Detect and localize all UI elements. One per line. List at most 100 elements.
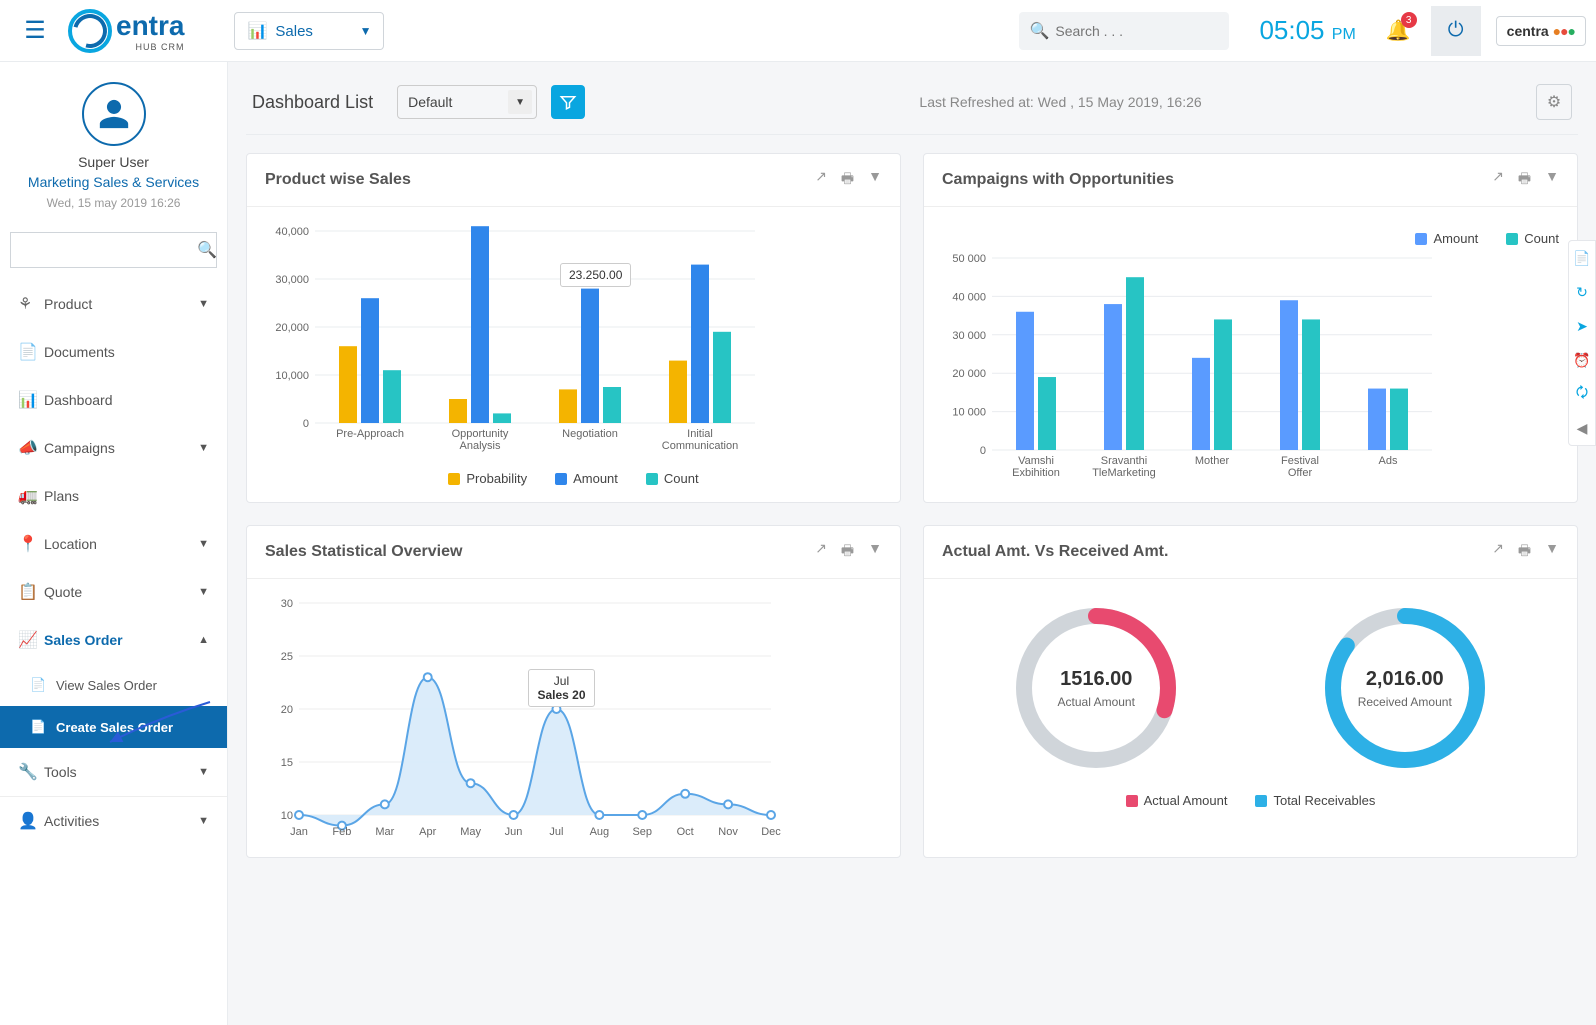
print-icon[interactable]: 🖶 (1518, 168, 1531, 192)
nav-icon: 🚛 (18, 486, 44, 506)
rail-document-icon[interactable]: 📄 (1569, 241, 1595, 275)
rail-collapse-icon[interactable]: ◀ (1569, 411, 1595, 445)
dropdown-icon[interactable]: ▼ (868, 168, 882, 192)
print-icon[interactable]: 🖶 (841, 540, 854, 564)
chart-sales-overview: 1015202530JanFebMarAprMayJunJulAugSepOct… (265, 593, 882, 843)
legend-label: Count (1524, 231, 1559, 246)
nav-item-campaigns[interactable]: 📣Campaigns▼ (0, 424, 227, 472)
hamburger-menu[interactable]: ☰ (10, 16, 60, 45)
card-title: Actual Amt. Vs Received Amt. (942, 543, 1492, 561)
svg-text:Jun: Jun (505, 826, 523, 838)
nav-item-quote[interactable]: 📋Quote▼ (0, 568, 227, 616)
card-product-wise-sales: Product wise Sales ↗ 🖶 ▼ 010,00020,00030… (246, 153, 901, 503)
svg-text:Analysis: Analysis (460, 440, 501, 452)
chevron-down-icon: ▼ (198, 538, 209, 550)
legend-item: Actual Amount (1126, 793, 1228, 808)
legend-swatch (1415, 233, 1427, 245)
sidebar-search-input[interactable] (21, 243, 197, 258)
search-icon: 🔍 (1029, 21, 1049, 41)
donut-caption: Actual Amount (1058, 695, 1135, 709)
chevron-down-icon: ▼ (198, 815, 209, 827)
svg-text:25: 25 (281, 651, 293, 663)
rail-refresh-icon[interactable]: 🗘 (1569, 377, 1595, 411)
filter-button[interactable] (551, 85, 585, 119)
nav-item-sales-order[interactable]: 📈Sales Order▲ (0, 616, 227, 664)
dropdown-icon[interactable]: ▼ (1545, 540, 1559, 564)
dashboard-select[interactable]: Default ▼ (397, 85, 537, 119)
clock-ampm: PM (1332, 26, 1356, 43)
card-actual-vs-received: Actual Amt. Vs Received Amt. ↗ 🖶 ▼ 1516.… (923, 525, 1578, 858)
sidebar-search[interactable]: 🔍 (10, 232, 217, 268)
svg-text:20 000: 20 000 (952, 368, 986, 380)
dropdown-icon[interactable]: ▼ (1545, 168, 1559, 192)
legend-swatch (1506, 233, 1518, 245)
nav-item-dashboard[interactable]: 📊Dashboard (0, 376, 227, 424)
svg-text:30: 30 (281, 598, 293, 610)
power-icon: ⏻ (1448, 19, 1464, 42)
dropdown-icon[interactable]: ▼ (868, 540, 882, 564)
sub-item-create-sales-order[interactable]: 📄Create Sales Order (0, 706, 227, 748)
legend-item: Probability (448, 471, 527, 486)
chevron-down-icon: ▼ (198, 442, 209, 454)
sidebar: Super User Marketing Sales & Services We… (0, 62, 228, 1025)
nav-label: Sales Order (44, 632, 198, 648)
card-campaigns-opportunities: Campaigns with Opportunities ↗ 🖶 ▼ Amoun… (923, 153, 1578, 503)
sub-item-view-sales-order[interactable]: 📄View Sales Order (0, 664, 227, 706)
legend-swatch (555, 473, 567, 485)
print-icon[interactable]: 🖶 (1518, 540, 1531, 564)
rail-reminder-icon[interactable]: ⏰ (1569, 343, 1595, 377)
expand-icon[interactable]: ↗ (815, 540, 827, 564)
card-sales-statistics: Sales Statistical Overview ↗ 🖶 ▼ 1015202… (246, 525, 901, 858)
module-selector[interactable]: 📊Sales ▼ (234, 12, 384, 50)
settings-button[interactable]: ⚙ (1536, 84, 1572, 120)
nav-icon: 📣 (18, 438, 44, 458)
global-search[interactable]: 🔍 (1019, 12, 1229, 50)
user-department[interactable]: Marketing Sales & Services (10, 174, 217, 190)
legend-swatch (646, 473, 658, 485)
legend-item: Amount (555, 471, 618, 486)
right-rail: 📄 ↻ ➤ ⏰ 🗘 ◀ (1568, 240, 1596, 446)
print-icon[interactable]: 🖶 (841, 168, 854, 192)
user-block: Super User Marketing Sales & Services We… (0, 62, 227, 220)
svg-text:20,000: 20,000 (275, 322, 309, 334)
donut-caption: Received Amount (1358, 695, 1452, 709)
nav-item-tools[interactable]: 🔧Tools▼ (0, 748, 227, 796)
document-icon: 📄 (30, 677, 56, 693)
svg-text:Communication: Communication (662, 440, 738, 452)
legend-label: Probability (466, 471, 527, 486)
nav-item-activities[interactable]: 👤Activities▼ (0, 796, 227, 844)
search-icon: 🔍 (197, 240, 217, 260)
expand-icon[interactable]: ↗ (1492, 168, 1504, 192)
topbar: ☰ entra HUB CRM 📊Sales ▼ 🔍 05:05 PM 🔔 3 … (0, 0, 1596, 62)
legend-label: Amount (573, 471, 618, 486)
avatar[interactable] (82, 82, 146, 146)
nav-label: Activities (44, 813, 198, 829)
svg-text:Mar: Mar (375, 826, 394, 838)
svg-text:Sravanthi: Sravanthi (1101, 455, 1147, 467)
nav-item-product[interactable]: ⚘Product▼ (0, 280, 227, 328)
nav-icon: 📈 (18, 630, 44, 650)
notifications-button[interactable]: 🔔 3 (1386, 18, 1411, 43)
legend-label: Amount (1433, 231, 1478, 246)
rail-history-icon[interactable]: ↻ (1569, 275, 1595, 309)
power-button[interactable]: ⏻ (1431, 6, 1481, 56)
expand-icon[interactable]: ↗ (815, 168, 827, 192)
nav-item-plans[interactable]: 🚛Plans (0, 472, 227, 520)
rail-share-icon[interactable]: ➤ (1569, 309, 1595, 343)
nav-icon: 👤 (18, 811, 44, 831)
svg-text:Jan: Jan (290, 826, 308, 838)
nav-label: Quote (44, 584, 198, 600)
donut-chart: 2,016.00Received Amount (1320, 603, 1490, 773)
nav-icon: ⚘ (18, 294, 44, 314)
module-label: Sales (275, 23, 313, 40)
sub-label: Create Sales Order (56, 720, 173, 735)
expand-icon[interactable]: ↗ (1492, 540, 1504, 564)
legend-swatch (1126, 795, 1138, 807)
chevron-down-icon: ▼ (508, 90, 532, 114)
nav-item-location[interactable]: 📍Location▼ (0, 520, 227, 568)
nav-item-documents[interactable]: 📄Documents (0, 328, 227, 376)
nav-label: Plans (44, 488, 209, 504)
logo-text: entra (116, 10, 184, 41)
chevron-down-icon: ▲ (198, 634, 209, 646)
search-input[interactable] (1055, 23, 1219, 39)
